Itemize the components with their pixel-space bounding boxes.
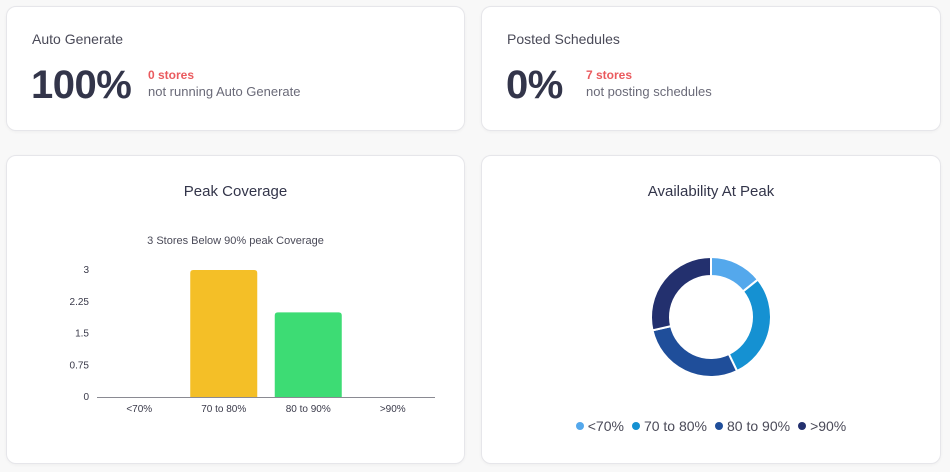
auto-generate-card: Auto Generate 100% 0 stores not running … <box>6 6 465 131</box>
y-tick-label: 2.25 <box>70 297 90 308</box>
availability-donut-chart <box>650 255 772 378</box>
peak-coverage-chart-title: 3 Stores Below 90% peak Coverage <box>147 235 324 247</box>
posted-schedules-card: Posted Schedules 0% 7 stores not posting… <box>481 6 941 131</box>
donut-slice-1[interactable] <box>727 278 772 373</box>
legend-item[interactable]: <70% <box>575 418 624 434</box>
y-tick-label: 1.5 <box>75 329 89 340</box>
y-tick-label: 0.75 <box>70 360 90 371</box>
posted-schedules-count: 7 stores <box>586 68 633 82</box>
availability-card: Availability At Peak <70% 70 to 80% 80 to … <box>481 155 941 464</box>
posted-schedules-label: Posted Schedules <box>507 31 620 47</box>
auto-generate-label: Auto Generate <box>32 31 124 47</box>
x-tick-label: 80 to 90% <box>286 404 331 415</box>
y-tick-label: 0 <box>83 392 89 403</box>
auto-generate-value: 100% <box>31 63 132 107</box>
bar-1[interactable] <box>190 270 258 397</box>
legend-label: <70% <box>587 418 624 434</box>
legend-dot-icon <box>631 422 640 430</box>
x-tick-label: >90% <box>380 404 406 415</box>
donut-slice-2[interactable] <box>651 324 739 378</box>
x-tick-label: <70% <box>126 404 152 415</box>
posted-schedules-description: not posting schedules <box>586 84 712 99</box>
peak-coverage-bar-chart: 0 0.75 1.5 2.25 3 <70% 70 to 80% 80 to 90% >90% <box>70 265 435 415</box>
peak-coverage-card: Peak Coverage 3 Stores Below 90% peak Co… <box>6 155 465 464</box>
legend-label: 70 to 80% <box>643 418 707 434</box>
legend-label: >90% <box>810 418 847 434</box>
legend-item[interactable]: >90% <box>798 418 846 434</box>
legend-dot-icon <box>798 422 807 430</box>
legend-item[interactable]: 70 to 80% <box>631 418 707 434</box>
legend-label: 80 to 90% <box>727 418 791 434</box>
legend-dot-icon <box>715 422 723 430</box>
posted-schedules-value: 0% <box>506 63 563 107</box>
auto-generate-count: 0 stores <box>148 68 195 82</box>
legend-dot-icon <box>575 422 584 430</box>
legend-item[interactable]: 80 to 90% <box>715 418 790 434</box>
x-tick-label: 70 to 80% <box>201 404 246 415</box>
availability-title: Availability At Peak <box>647 183 775 200</box>
donut-slice-3[interactable] <box>650 255 712 332</box>
peak-coverage-title: Peak Coverage <box>183 183 288 200</box>
availability-legend: <70% 70 to 80% 80 to 90% >90% <box>482 418 940 434</box>
y-tick-label: 3 <box>83 265 89 276</box>
bar-2[interactable] <box>274 312 342 397</box>
auto-generate-description: not running Auto Generate <box>148 84 301 99</box>
